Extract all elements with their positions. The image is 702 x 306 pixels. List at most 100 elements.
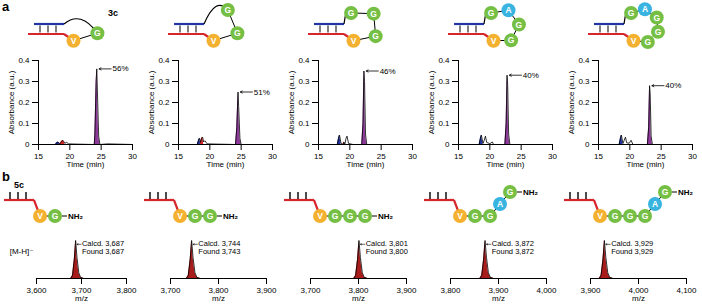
svg-text:A: A	[497, 199, 503, 209]
svg-text:A: A	[642, 4, 648, 14]
svg-text:3,700: 3,700	[300, 286, 321, 295]
svg-text:A: A	[652, 199, 658, 209]
svg-text:G: G	[653, 13, 660, 23]
svg-text:Absorbance (a.u.): Absorbance (a.u.)	[427, 70, 436, 134]
svg-text:m/z: m/z	[492, 294, 505, 303]
svg-text:51%: 51%	[254, 88, 270, 97]
svg-text:3c: 3c	[108, 8, 118, 18]
svg-text:3,700: 3,700	[160, 286, 181, 295]
svg-text:V: V	[37, 211, 43, 221]
svg-text:0.1: 0.1	[18, 119, 30, 128]
svg-text:V: V	[457, 211, 463, 221]
svg-text:G: G	[192, 211, 199, 221]
svg-text:NH₂: NH₂	[678, 188, 694, 197]
svg-text:46%: 46%	[380, 67, 396, 76]
svg-text:0.4: 0.4	[578, 56, 590, 65]
svg-text:3,900: 3,900	[256, 286, 277, 295]
svg-text:Calcd. 3,687Found 3,687: Calcd. 3,687Found 3,687	[82, 239, 124, 256]
svg-text:G: G	[332, 211, 339, 221]
svg-text:Absorbance (a.u.): Absorbance (a.u.)	[567, 70, 576, 134]
svg-text:G: G	[234, 28, 241, 38]
svg-text:NH₂: NH₂	[223, 212, 239, 221]
svg-text:3,800: 3,800	[440, 286, 461, 295]
svg-text:3,800: 3,800	[116, 286, 137, 295]
svg-text:V: V	[211, 36, 217, 46]
svg-text:3,900: 3,900	[396, 286, 417, 295]
svg-text:0.1: 0.1	[438, 119, 450, 128]
svg-text:V: V	[491, 36, 497, 46]
svg-text:0.1: 0.1	[298, 119, 310, 128]
svg-text:m/z: m/z	[632, 294, 645, 303]
svg-text:V: V	[177, 211, 183, 221]
svg-text:G: G	[362, 211, 369, 221]
svg-text:G: G	[94, 28, 101, 38]
svg-text:Calcd. 3,801Found 3,800: Calcd. 3,801Found 3,800	[366, 239, 408, 256]
svg-text:G: G	[655, 27, 662, 37]
svg-text:30: 30	[688, 152, 697, 161]
svg-text:0.2: 0.2	[438, 98, 450, 107]
svg-text:Time (min): Time (min)	[207, 160, 245, 169]
svg-text:G: G	[507, 187, 514, 197]
svg-text:G: G	[472, 211, 479, 221]
svg-text:15: 15	[34, 152, 43, 161]
svg-text:40%: 40%	[665, 81, 681, 90]
svg-text:V: V	[631, 36, 637, 46]
svg-text:40%: 40%	[523, 71, 539, 80]
svg-text:0: 0	[445, 140, 450, 149]
svg-text:0: 0	[585, 140, 590, 149]
svg-text:56%: 56%	[112, 64, 128, 73]
svg-text:Calcd. 3,929Found 3,929: Calcd. 3,929Found 3,929	[611, 239, 653, 256]
svg-text:G: G	[348, 8, 355, 18]
svg-text:V: V	[71, 36, 77, 46]
svg-text:G: G	[662, 187, 669, 197]
svg-text:G: G	[487, 211, 494, 221]
svg-text:0: 0	[305, 140, 310, 149]
svg-text:G: G	[612, 211, 619, 221]
svg-text:Time (min): Time (min)	[487, 160, 525, 169]
svg-text:NH₂: NH₂	[523, 188, 539, 197]
svg-text:30: 30	[268, 152, 277, 161]
svg-text:4,100: 4,100	[676, 286, 697, 295]
svg-text:0.3: 0.3	[438, 77, 450, 86]
svg-text:30: 30	[408, 152, 417, 161]
svg-text:0.2: 0.2	[158, 98, 170, 107]
svg-text:30: 30	[128, 152, 137, 161]
svg-text:0.2: 0.2	[578, 98, 590, 107]
svg-text:G: G	[516, 20, 523, 30]
svg-text:30: 30	[548, 152, 557, 161]
svg-text:15: 15	[174, 152, 183, 161]
svg-text:15: 15	[454, 152, 463, 161]
svg-text:A: A	[505, 5, 511, 15]
svg-text:Calcd. 3,744Found 3,743: Calcd. 3,744Found 3,743	[198, 239, 240, 256]
svg-text:G: G	[372, 31, 379, 41]
svg-text:m/z: m/z	[352, 294, 365, 303]
svg-text:G: G	[370, 9, 377, 19]
svg-text:0.4: 0.4	[158, 56, 170, 65]
svg-text:G: G	[488, 8, 495, 18]
svg-text:V: V	[317, 211, 323, 221]
svg-text:G: G	[52, 211, 59, 221]
svg-text:G: G	[207, 211, 214, 221]
svg-text:V: V	[351, 36, 357, 46]
svg-text:G: G	[225, 5, 232, 15]
svg-text:0.3: 0.3	[18, 77, 30, 86]
svg-text:0.4: 0.4	[298, 56, 310, 65]
svg-text:G: G	[645, 37, 652, 47]
svg-text:G: G	[628, 8, 635, 18]
svg-text:0.2: 0.2	[18, 98, 30, 107]
svg-text:Time (min): Time (min)	[627, 160, 665, 169]
svg-text:Absorbance (a.u.): Absorbance (a.u.)	[147, 70, 156, 134]
svg-text:15: 15	[314, 152, 323, 161]
svg-text:0.4: 0.4	[18, 56, 30, 65]
svg-text:Absorbance (a.u.): Absorbance (a.u.)	[7, 70, 16, 134]
svg-text:0.3: 0.3	[158, 77, 170, 86]
svg-text:Absorbance (a.u.): Absorbance (a.u.)	[287, 70, 296, 134]
svg-text:0.1: 0.1	[158, 119, 170, 128]
svg-text:0.1: 0.1	[578, 119, 590, 128]
svg-text:m/z: m/z	[212, 294, 225, 303]
svg-text:0: 0	[165, 140, 170, 149]
svg-text:0.3: 0.3	[578, 77, 590, 86]
svg-text:G: G	[508, 35, 515, 45]
svg-text:0: 0	[25, 140, 30, 149]
svg-text:Calcd. 3,872Found 3,872: Calcd. 3,872Found 3,872	[492, 239, 534, 256]
